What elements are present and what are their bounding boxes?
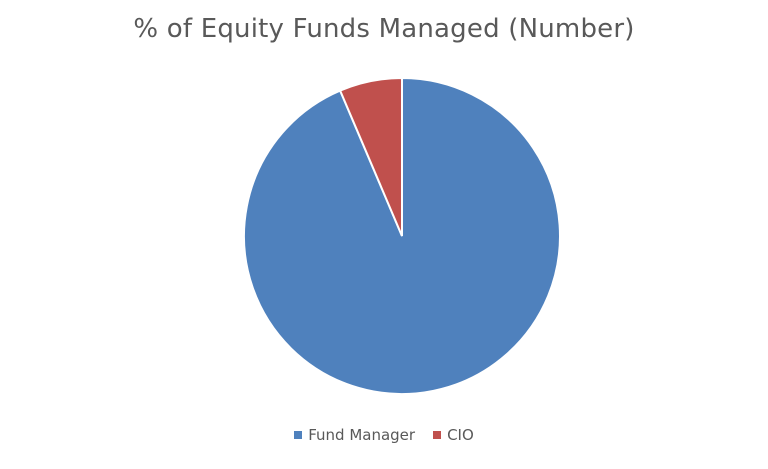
legend-label-cio: CIO bbox=[447, 426, 474, 444]
legend-swatch-fund-manager bbox=[294, 431, 303, 439]
pie-slice-fund-manager bbox=[243, 76, 561, 395]
pie-slice-cio bbox=[338, 76, 403, 237]
legend-item-cio: CIO bbox=[433, 426, 474, 444]
pie-slices bbox=[243, 76, 561, 395]
chart-title: % of Equity Funds Managed (Number) bbox=[133, 14, 635, 44]
legend-item-fund-manager: Fund Manager bbox=[294, 426, 415, 444]
legend-label-fund-manager: Fund Manager bbox=[308, 426, 416, 444]
legend-swatch-cio bbox=[433, 431, 442, 439]
chart-legend: Fund Manager CIO bbox=[0, 426, 768, 444]
